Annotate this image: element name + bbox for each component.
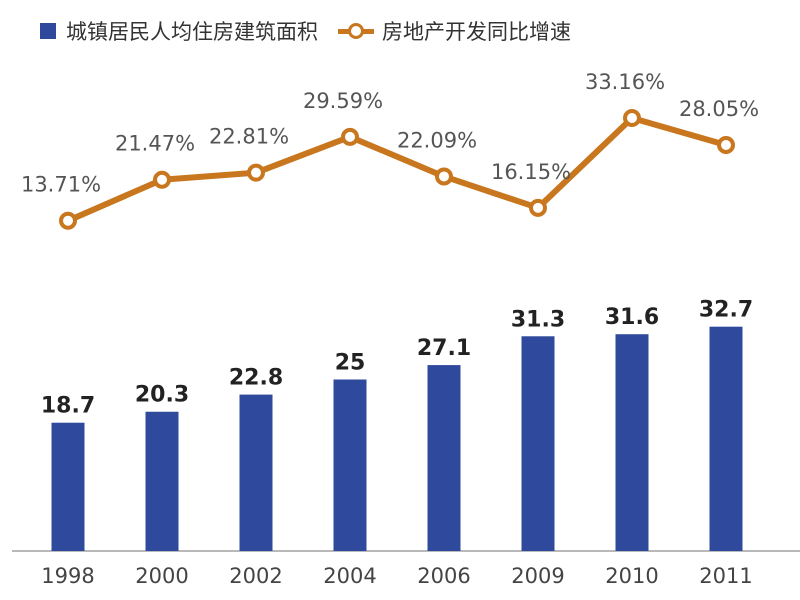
x-tick-label: 2000 xyxy=(135,564,188,588)
line-point-2011 xyxy=(717,135,735,154)
bar-2009 xyxy=(521,336,555,551)
bar-value-label: 31.3 xyxy=(511,307,565,332)
bar-value-label: 18.7 xyxy=(41,394,95,419)
line-point-1998 xyxy=(59,211,77,230)
line-value-label: 13.71% xyxy=(21,173,101,197)
x-tick-label: 2010 xyxy=(605,564,658,588)
line-point-2002 xyxy=(247,163,265,182)
legend-line-label: 房地产开发同比增速 xyxy=(382,20,571,44)
bar-value-label: 27.1 xyxy=(417,336,471,361)
x-tick-label: 2009 xyxy=(511,564,564,588)
line-point-2010 xyxy=(623,109,641,128)
legend-item-bar-series: 城镇居民人均住房建筑面积 xyxy=(40,16,318,46)
line-series-path xyxy=(65,115,729,224)
line-value-label: 28.05% xyxy=(679,97,759,121)
x-tick-label: 2002 xyxy=(229,564,282,588)
legend-item-line-series: 房地产开发同比增速 xyxy=(338,16,571,46)
line-value-label: 22.81% xyxy=(209,125,289,149)
bar-value-label: 32.7 xyxy=(699,298,753,323)
x-tick-label: 2004 xyxy=(323,564,376,588)
line-point-2004 xyxy=(341,127,359,146)
line-value-label: 29.59% xyxy=(303,89,383,113)
bar-2000 xyxy=(145,411,179,551)
bar-value-label: 22.8 xyxy=(229,366,283,391)
line-point-2006 xyxy=(435,167,453,186)
line-point-2000 xyxy=(153,170,171,189)
line-value-label: 33.16% xyxy=(585,70,665,94)
bar-value-label: 31.6 xyxy=(605,305,659,330)
bar-1998 xyxy=(51,422,85,551)
bar-2006 xyxy=(427,365,461,551)
x-tick-label: 2006 xyxy=(417,564,470,588)
bar-2011 xyxy=(709,326,743,551)
line-value-label: 16.15% xyxy=(491,160,571,184)
bar-2004 xyxy=(333,379,367,551)
legend-bar-swatch xyxy=(40,23,56,39)
bar-value-label: 20.3 xyxy=(135,383,189,408)
bar-2002 xyxy=(239,394,273,551)
legend-line-swatch xyxy=(338,23,374,39)
x-tick-label: 1998 xyxy=(41,564,94,588)
line-point-2009 xyxy=(529,198,547,217)
bar-2010 xyxy=(615,334,649,551)
legend-bar-label: 城镇居民人均住房建筑面积 xyxy=(66,20,318,44)
legend: 城镇居民人均住房建筑面积 房地产开发同比增速 xyxy=(40,14,591,48)
line-value-label: 21.47% xyxy=(115,132,195,156)
x-tick-label: 2011 xyxy=(699,564,752,588)
bar-value-label: 25 xyxy=(335,351,366,376)
line-value-label: 22.09% xyxy=(397,128,477,152)
